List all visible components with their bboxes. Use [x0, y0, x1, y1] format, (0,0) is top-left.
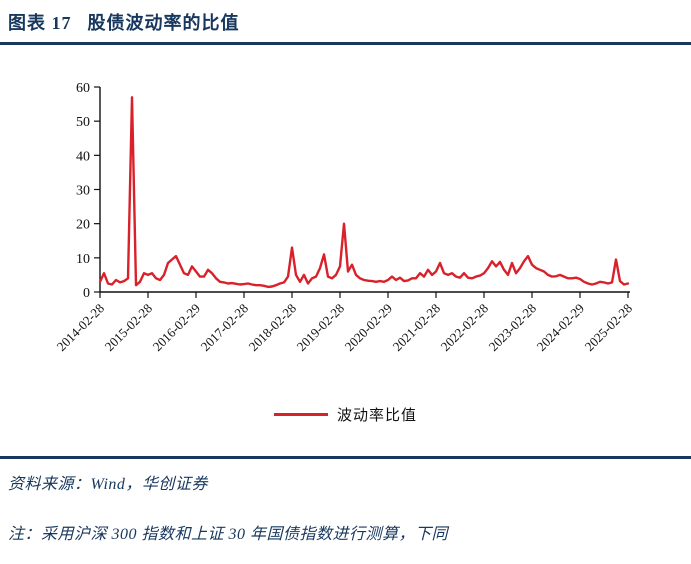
source-divider — [0, 456, 691, 459]
y-axis-tick-label: 10 — [76, 252, 90, 267]
note-text: 注：采用沪深 300 指数和上证 30 年国债指数进行测算，下同 — [8, 526, 449, 543]
figure-header: 图表 17 股债波动率的比值 — [8, 9, 240, 35]
x-axis-tick-label: 2023-02-28 — [486, 301, 540, 355]
line-chart: 0 10 20 30 40 50 60 2014-02-282015-02-282016-02… — [54, 81, 636, 355]
title-divider — [0, 42, 691, 45]
x-axis-tick-label: 2014-02-28 — [54, 301, 108, 355]
page-title: 股债波动率的比值 — [87, 13, 240, 33]
legend-line-swatch — [273, 413, 328, 416]
x-axis-tick-label: 2022-02-28 — [438, 301, 492, 355]
y-axis-tick-label: 20 — [76, 218, 90, 233]
y-axis-tick-label: 50 — [76, 115, 90, 130]
x-axis-tick-label: 2016-02-29 — [150, 301, 204, 355]
figure-label: 图表 17 — [8, 13, 72, 33]
legend: 波动率比值 — [0, 404, 691, 425]
x-axis-tick-label: 2024-02-29 — [534, 301, 588, 355]
y-axis-tick-label: 60 — [76, 81, 90, 96]
x-axis-tick-label: 2018-02-28 — [246, 301, 300, 355]
y-axis-tick-label: 0 — [83, 286, 90, 301]
x-axis-tick-label: 2020-02-29 — [342, 301, 396, 355]
x-axis-tick-label: 2017-02-28 — [198, 301, 252, 355]
legend-label: 波动率比值 — [336, 408, 417, 424]
x-axis-tick-label: 2015-02-28 — [102, 301, 156, 355]
y-axis-tick-label: 30 — [76, 184, 90, 199]
x-axis-tick-label: 2025-02-28 — [582, 301, 636, 355]
y-axis-tick-label: 40 — [76, 149, 90, 164]
x-axis-tick-label: 2021-02-28 — [390, 301, 444, 355]
x-axis-tick-label: 2019-02-28 — [294, 301, 348, 355]
series-line — [98, 96, 630, 289]
source-text: 资料来源：Wind，华创证券 — [8, 476, 208, 493]
